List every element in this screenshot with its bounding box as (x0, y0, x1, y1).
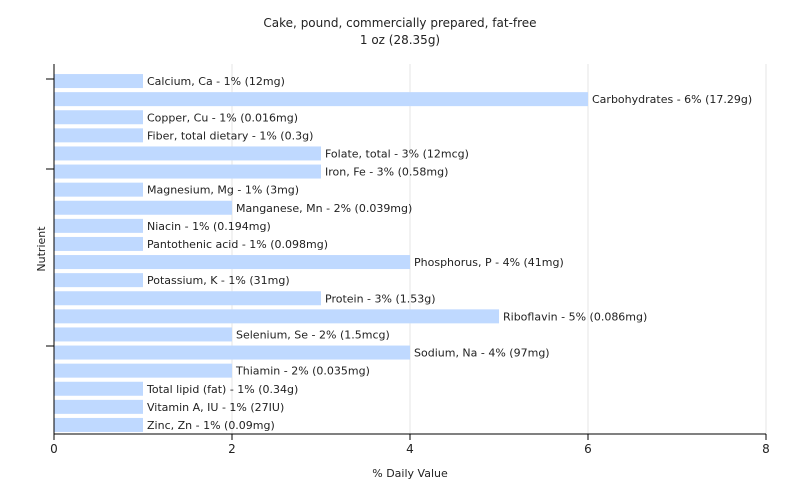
bar-label: Phosphorus, P - 4% (41mg) (414, 256, 564, 269)
bar (54, 381, 143, 396)
bar-label: Folate, total - 3% (12mcg) (325, 147, 469, 160)
bar-label: Riboflavin - 5% (0.086mg) (503, 310, 647, 323)
bar-label: Total lipid (fat) - 1% (0.34g) (146, 383, 298, 396)
bar-label: Copper, Cu - 1% (0.016mg) (147, 111, 298, 124)
bar (54, 200, 232, 215)
x-tick-label: 0 (50, 442, 58, 456)
bar-label: Thiamin - 2% (0.035mg) (235, 365, 370, 378)
bar (54, 255, 410, 270)
bar (54, 128, 143, 143)
bar-label: Carbohydrates - 6% (17.29g) (592, 93, 752, 106)
axes: 0 2 4 6 8 (46, 64, 770, 456)
bar (54, 345, 410, 360)
x-tick-label: 4 (406, 442, 414, 456)
bar (54, 309, 499, 324)
x-tick-label: 8 (762, 442, 770, 456)
bar-label: Fiber, total dietary - 1% (0.3g) (147, 129, 313, 142)
bar (54, 164, 321, 179)
y-axis-label: Nutrient (35, 226, 48, 272)
bar (54, 327, 232, 342)
bar-label: Magnesium, Mg - 1% (3mg) (147, 184, 299, 197)
bar (54, 291, 321, 306)
bar-label: Zinc, Zn - 1% (0.09mg) (147, 419, 275, 432)
bar (54, 110, 143, 125)
x-tick-label: 6 (584, 442, 592, 456)
bar (54, 363, 232, 378)
bar (54, 236, 143, 251)
bar (54, 417, 143, 432)
bar-label: Vitamin A, IU - 1% (27IU) (147, 401, 284, 414)
bar-labels: Calcium, Ca - 1% (12mg) Carbohydrates - 6… (146, 75, 752, 432)
bars (54, 74, 588, 432)
bar-label: Iron, Fe - 3% (0.58mg) (325, 166, 448, 179)
bar (54, 399, 143, 414)
chart-title: Cake, pound, commercially prepared, fat-… (263, 16, 536, 30)
bar (54, 218, 143, 233)
bar (54, 74, 143, 89)
x-tick-label: 2 (228, 442, 236, 456)
bar-label: Potassium, K - 1% (31mg) (147, 274, 290, 287)
chart-subtitle: 1 oz (28.35g) (360, 33, 440, 47)
bar-label: Niacin - 1% (0.194mg) (147, 220, 271, 233)
bar-label: Manganese, Mn - 2% (0.039mg) (236, 202, 412, 215)
bar-label: Selenium, Se - 2% (1.5mcg) (236, 328, 390, 341)
x-axis-label: % Daily Value (372, 467, 448, 480)
bar-label: Sodium, Na - 4% (97mg) (414, 347, 550, 360)
bar (54, 182, 143, 197)
bar-label: Pantothenic acid - 1% (0.098mg) (147, 238, 328, 251)
bar-label: Protein - 3% (1.53g) (325, 292, 436, 305)
bar (54, 146, 321, 161)
bar (54, 92, 588, 107)
bar-label: Calcium, Ca - 1% (12mg) (147, 75, 285, 88)
bar (54, 273, 143, 288)
